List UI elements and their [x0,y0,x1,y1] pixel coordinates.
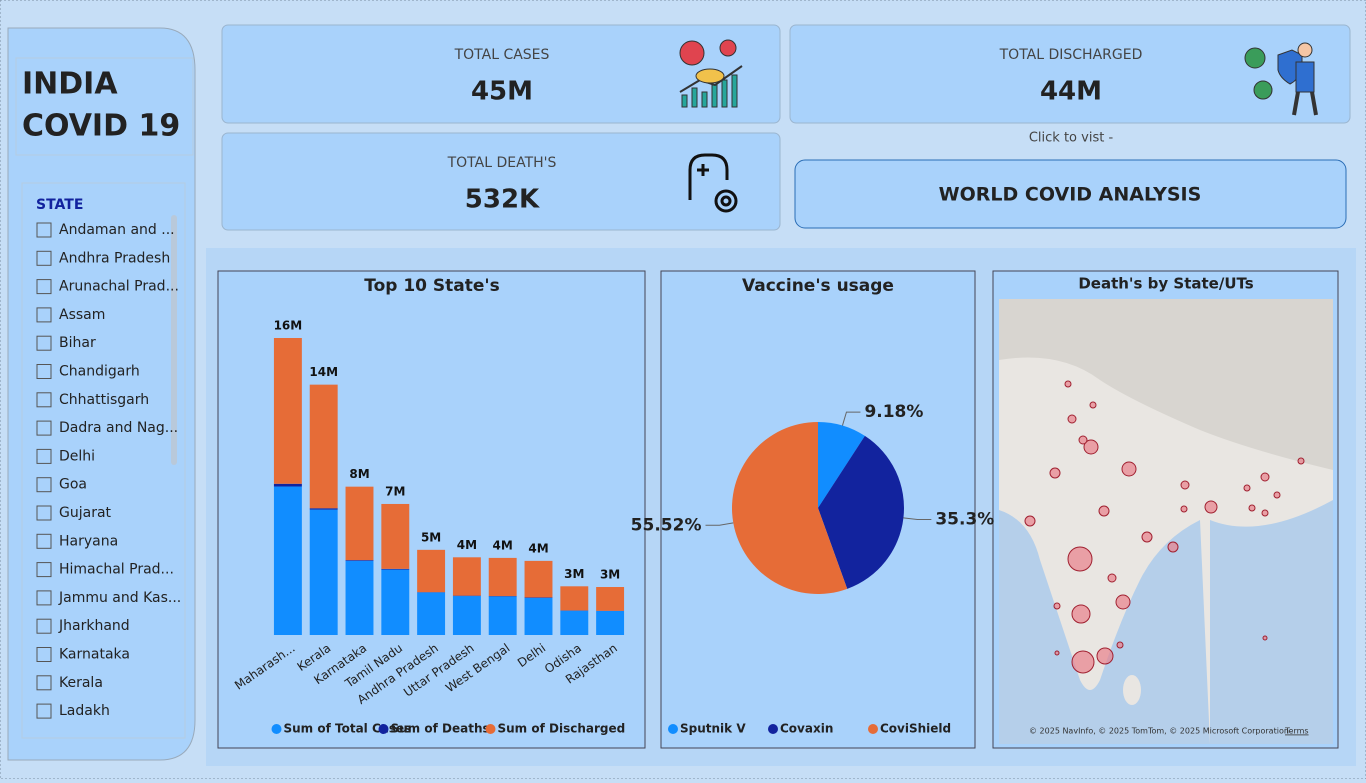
kpi-label: TOTAL DISCHARGED [999,47,1143,63]
slicer-item[interactable]: Jammu and Kas... [58,590,181,606]
kpi-card [790,25,1350,123]
slicer-item[interactable]: Assam [59,307,105,323]
legend-label: Covaxin [780,722,833,736]
map-terms[interactable]: Terms [1284,727,1309,736]
map-sea [1210,500,1333,744]
slicer-item[interactable]: Kerala [59,675,103,691]
slicer-item[interactable]: Gujarat [59,505,112,521]
bar-segment [417,592,445,635]
total-label: 4M [493,538,513,552]
slicer-item[interactable]: Arunachal Prad... [59,279,179,295]
chart-title: Top 10 State's [364,276,500,296]
map-attribution: © 2025 NavInfo, © 2025 TomTom, © 2025 Mi… [1029,727,1289,736]
bar-segment [310,510,338,635]
bar-segment [310,508,338,509]
legend-label: CoviShield [880,722,951,736]
slicer-item[interactable]: Andaman and ... [59,222,175,238]
legend-marker [768,724,778,734]
legend-marker [668,724,678,734]
total-label: 8M [349,467,369,481]
bar-segment [453,557,481,595]
bar-segment [489,558,517,596]
chart-title: Death's by State/UTs [1078,275,1253,293]
legend-marker [272,724,282,734]
total-label: 5M [421,530,441,544]
slicer-item[interactable]: Haryana [59,533,118,549]
bar-segment [560,586,588,610]
total-label: 7M [385,484,405,498]
slicer-item[interactable]: Chhattisgarh [59,392,149,408]
slicer-item[interactable]: Goa [59,477,87,493]
kpi-value: 44M [1040,77,1102,107]
total-label: 16M [274,319,303,333]
slicer-item[interactable]: Himachal Prad... [59,562,174,578]
bar-segment [596,611,624,635]
slicer-item[interactable]: Delhi [59,448,95,464]
bar-segment [381,570,409,635]
bar-segment [274,486,302,635]
kpi-value: 532K [465,185,540,215]
legend-label: Sum of Deaths [391,722,490,736]
slicer-item[interactable]: Chandigarh [59,364,140,380]
legend-marker [379,724,389,734]
bar-segment [310,385,338,509]
bar-segment [381,504,409,569]
map-island [1123,675,1141,705]
data-label: 55.52% [631,515,702,535]
bar-segment [274,484,302,487]
kpi-label: TOTAL DEATH'S [447,155,557,171]
bar-segment [453,596,481,635]
total-label: 4M [457,538,477,552]
bar-segment [274,338,302,484]
slicer-item[interactable]: Dadra and Nag... [59,420,178,436]
link-caption: Click to vist - [1029,131,1114,146]
title-line: COVID 19 [22,109,180,144]
data-label: 35.3% [935,509,994,529]
total-label: 4M [528,541,548,555]
bar-segment [525,598,553,635]
total-label: 3M [564,567,584,581]
data-label: 9.18% [864,402,923,422]
slicer-item[interactable]: Bihar [59,335,96,351]
total-label: 3M [600,568,620,582]
legend-label: Sputnik V [680,722,746,736]
bar-segment [525,561,553,598]
legend-label: Sum of Discharged [498,722,626,736]
slicer-item[interactable]: Andhra Pradesh [59,250,170,266]
bar-segment [489,596,517,635]
kpi-value: 45M [471,77,533,107]
title-line: INDIA [22,67,118,102]
bar-segment [346,560,374,561]
total-label: 14M [309,365,338,379]
bar-segment [596,587,624,611]
link-button-label[interactable]: WORLD COVID ANALYSIS [939,184,1202,206]
slicer-item[interactable]: Karnataka [59,647,130,663]
bar-segment [346,561,374,635]
slicer-item[interactable]: Jharkhand [58,618,130,634]
bar-segment [417,550,445,592]
bar-segment [560,611,588,635]
slicer-title: STATE [36,197,83,213]
kpi-card [222,133,780,230]
slicer-item[interactable]: Ladakh [59,703,110,719]
legend-marker [868,724,878,734]
legend-marker [486,724,496,734]
bar-segment [346,487,374,560]
bar-segment [381,569,409,570]
kpi-label: TOTAL CASES [454,47,550,63]
chart-title: Vaccine's usage [742,276,894,296]
